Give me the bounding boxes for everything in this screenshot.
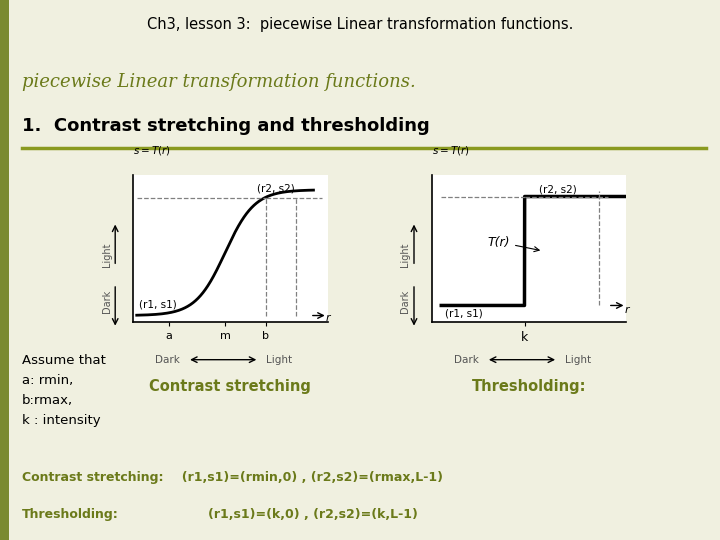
Text: Thresholding:: Thresholding: [22,508,118,521]
Text: piecewise Linear transformation functions.: piecewise Linear transformation function… [22,72,415,91]
Bar [0,0,9,50]
Text: Contrast stretching: Contrast stretching [150,379,311,394]
Text: Light: Light [266,355,292,365]
Text: (r1, s1): (r1, s1) [445,308,482,319]
Text: Light: Light [102,243,112,267]
Text: $s = T(r)$: $s = T(r)$ [432,144,470,157]
Text: Thresholding:: Thresholding: [472,379,587,394]
Text: 1.  Contrast stretching and thresholding: 1. Contrast stretching and thresholding [22,117,429,134]
Text: Contrast stretching:: Contrast stretching: [22,471,163,484]
Text: (r1, s1): (r1, s1) [138,299,176,309]
Text: r: r [326,313,330,322]
Text: (r2, s2): (r2, s2) [539,184,577,194]
Text: T(r): T(r) [487,235,539,252]
Text: Light: Light [565,355,591,365]
Text: $s = T(r)$: $s = T(r)$ [133,144,171,157]
Bar [0,50,9,540]
Text: Assume that
a: rmin,
b:rmax,
k : intensity: Assume that a: rmin, b:rmax, k : intensi… [22,354,105,427]
Text: Ch3, lesson 3:  piecewise Linear transformation functions.: Ch3, lesson 3: piecewise Linear transfor… [147,17,573,32]
Text: Dark: Dark [400,290,410,313]
Text: (r2, s2): (r2, s2) [257,184,294,194]
Text: r: r [624,305,629,315]
Text: Dark: Dark [454,355,479,365]
Text: Light: Light [400,243,410,267]
Text: Dark: Dark [155,355,180,365]
Text: (r1,s1)=(rmin,0) , (r2,s2)=(rmax,L-1): (r1,s1)=(rmin,0) , (r2,s2)=(rmax,L-1) [173,471,443,484]
Text: (r1,s1)=(k,0) , (r2,s2)=(k,L-1): (r1,s1)=(k,0) , (r2,s2)=(k,L-1) [173,508,418,521]
Text: Dark: Dark [102,290,112,313]
